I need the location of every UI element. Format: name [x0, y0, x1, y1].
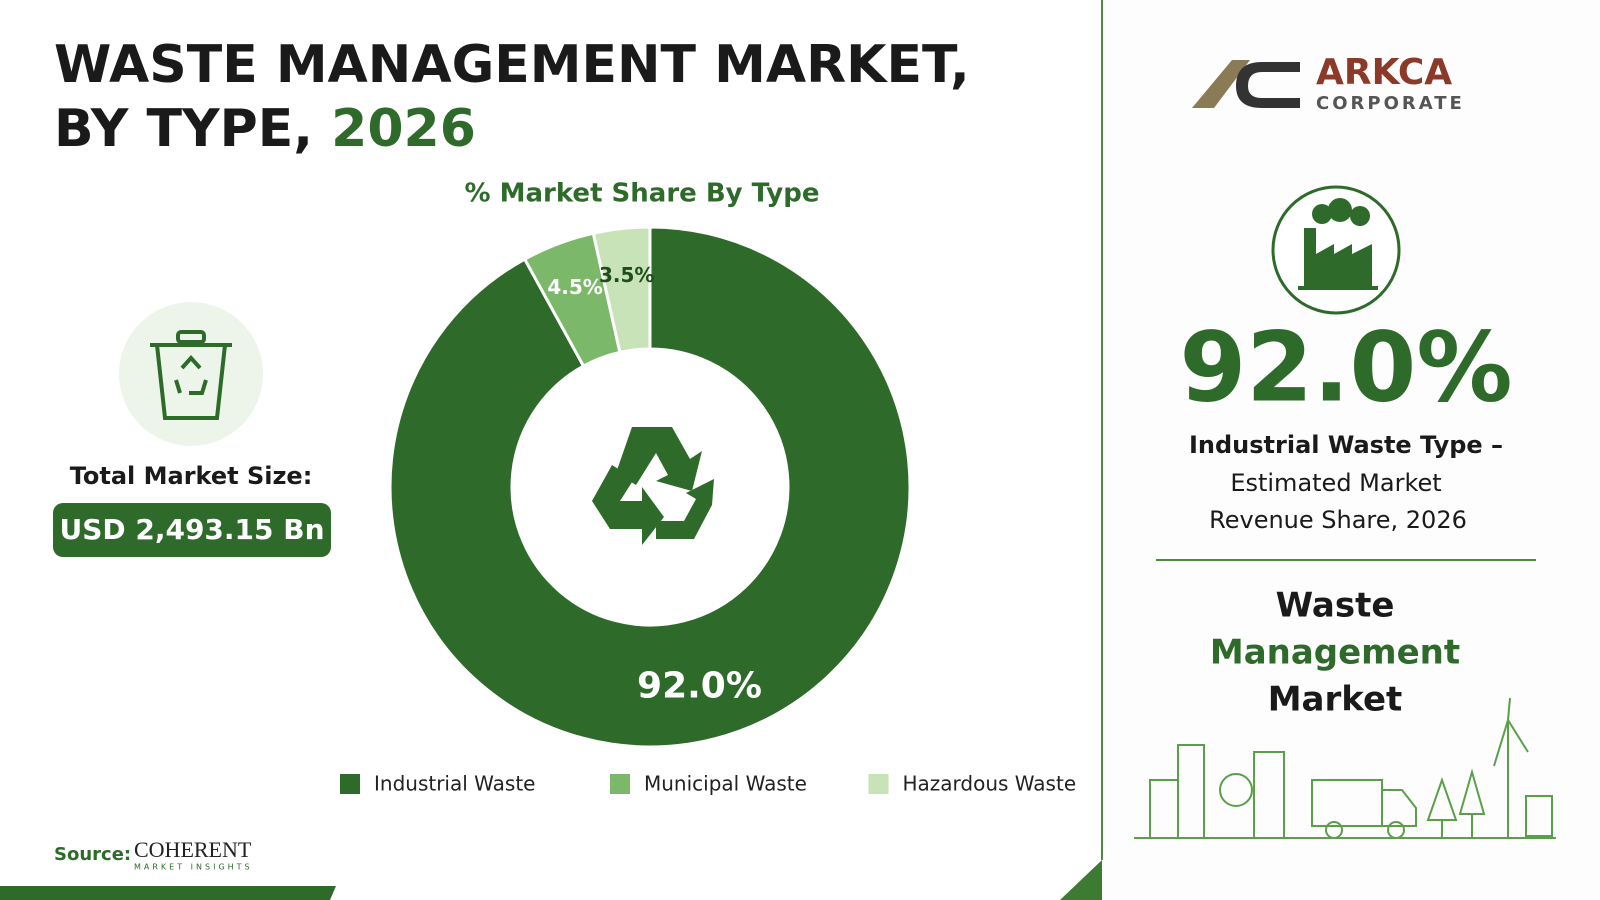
legend-label: Municipal Waste — [644, 772, 807, 796]
slice — [388, 225, 912, 749]
source-brand: COHERENT — [134, 837, 252, 862]
city-illustration — [1134, 697, 1556, 839]
highlight-line: Industrial Waste Type – — [1189, 431, 1503, 459]
logo-name: ARKCA — [1316, 52, 1452, 93]
legend: Industrial Waste Municipal Waste Hazardous… — [340, 772, 1076, 796]
source-brand-sub: MARKET INSIGHTS — [134, 863, 253, 872]
market-size-badge — [53, 503, 331, 557]
highlight-line: Revenue Share, 2026 — [1209, 506, 1467, 534]
bin-icon — [150, 330, 232, 420]
recycle-icon — [592, 427, 714, 545]
legend-swatch — [340, 774, 360, 794]
market-title: Waste — [1276, 586, 1395, 626]
slice — [591, 225, 652, 355]
chart-subtitle: % Market Share By Type — [465, 179, 820, 209]
highlight-stat: 92.0% — [1179, 311, 1512, 423]
market-title: Market — [1268, 680, 1403, 720]
bin-icon-bg — [119, 302, 263, 446]
right-panel — [1102, 0, 1600, 900]
market-title: Management — [1210, 633, 1460, 673]
legend-label: Hazardous Waste — [903, 772, 1077, 796]
highlight-line: Estimated Market — [1230, 469, 1441, 497]
title: BY TYPE, 2026 — [54, 99, 476, 159]
donut-chart: 92.0% 4.5%3.5% — [388, 225, 912, 749]
legend-swatch — [610, 774, 630, 794]
logo-mark — [1192, 60, 1300, 108]
legend-label: Industrial Waste — [374, 772, 535, 796]
title-part: BY TYPE, — [54, 99, 313, 159]
legend-swatch — [868, 774, 889, 794]
logo-sub: CORPORATE — [1316, 93, 1465, 114]
corner-accent — [1060, 860, 1102, 900]
title-year: 2026 — [331, 99, 476, 159]
factory-icon — [1298, 198, 1378, 290]
market-size-value: USD 2,493.15 Bn — [59, 513, 324, 546]
slice-label: 92.0% — [637, 666, 762, 707]
bottom-bar — [0, 886, 336, 900]
title: WASTE MANAGEMENT MARKET, — [54, 35, 970, 95]
source-label: Source: — [54, 844, 131, 865]
market-size-label: Total Market Size: — [70, 462, 313, 490]
slice-label: 3.5% — [599, 263, 654, 287]
slice-label: 4.5% — [547, 275, 602, 299]
